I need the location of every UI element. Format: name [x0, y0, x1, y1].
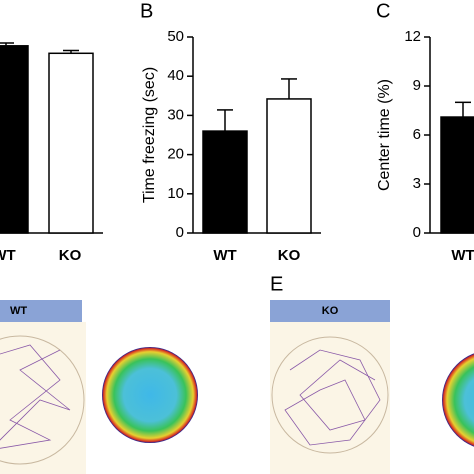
y-tick-label: 10 — [167, 185, 184, 202]
header-bar — [270, 300, 390, 322]
arena — [271, 336, 389, 454]
y-tick-label: 9 — [413, 77, 421, 94]
y-tick-label: 30 — [167, 106, 184, 123]
y-axis-label: Center time (%) — [376, 79, 393, 191]
x-tick-label: KO — [278, 247, 301, 264]
y-tick-label: 3 — [413, 175, 421, 192]
arena — [0, 335, 85, 465]
panel-label: B — [140, 0, 153, 22]
bar — [440, 116, 474, 234]
bar — [266, 98, 312, 234]
y-tick-label: 50 — [167, 28, 184, 45]
track — [0, 344, 71, 449]
track — [284, 349, 381, 446]
y-tick-label: 40 — [167, 67, 184, 84]
panel-label: E — [270, 273, 283, 295]
x-tick-label: KO — [59, 247, 82, 264]
heatmap — [102, 347, 198, 443]
x-tick-label: WT — [0, 247, 16, 264]
header-text: KO — [322, 305, 339, 317]
y-axis-label: Time freezing (sec) — [141, 67, 158, 203]
y-tick-label: 0 — [176, 224, 184, 241]
y-tick-label: 0 — [413, 224, 421, 241]
x-tick-label: WT — [213, 247, 236, 264]
track-box — [270, 322, 390, 474]
bar — [48, 52, 94, 234]
bar — [202, 130, 248, 234]
header-bar — [0, 300, 82, 322]
heatmap — [442, 353, 474, 447]
track-box — [0, 322, 86, 474]
y-tick-label: 6 — [413, 126, 421, 143]
y-tick-label: 12 — [404, 28, 421, 45]
y-tick-label: 20 — [167, 146, 184, 163]
bar — [0, 45, 29, 234]
x-tick-label: WT — [451, 247, 474, 264]
header-text: WT — [10, 305, 27, 317]
panel-label: C — [376, 0, 390, 22]
